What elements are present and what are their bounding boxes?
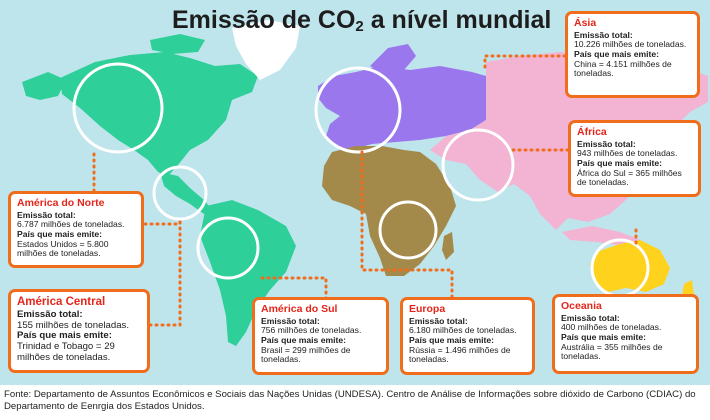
south-america-shape [200, 200, 296, 346]
north-america-info-box: América do Norte Emissão total: 6.787 mi… [8, 191, 144, 268]
south-america-focus-circle [196, 216, 260, 280]
arctic-islands-shape [150, 34, 205, 54]
region-name: América do Sul [261, 303, 338, 315]
top-emitter-value: Trinidad e Tobago = 29 milhões de tonela… [17, 341, 115, 363]
top-emitter-label: País que mais emite: [17, 229, 103, 239]
total-emission-label: Emissão total: [577, 138, 636, 149]
africa-info-box: África Emissão total: 943 milhões de ton… [568, 120, 701, 197]
australia-shape [590, 240, 670, 292]
madagascar-shape [442, 232, 454, 260]
uk-shape [336, 86, 348, 108]
total-emission-label: Emissão total: [17, 308, 83, 320]
top-emitter-value: África do Sul = 365 milhões de toneladas… [577, 167, 682, 188]
total-emission-value: 6.787 milhões de toneladas. [17, 219, 125, 230]
scandinavia-shape [370, 44, 416, 74]
south-america-info-box: América do Sul Emissão total: 756 milhõe… [252, 297, 389, 375]
central-america-focus-circle [152, 165, 208, 221]
europe-shape [318, 66, 486, 150]
top-emitter-label: País que mais emite: [574, 49, 660, 59]
europe-info-box: Europa Emissão total: 6.180 milhões de t… [400, 297, 535, 375]
asia-leader-line [483, 54, 567, 74]
north-america-leader-line-2 [143, 218, 182, 226]
total-emission-label: Emissão total: [17, 209, 76, 220]
total-emission-value: 943 milhões de toneladas. [577, 148, 678, 159]
top-emitter-value: Rússia = 1.496 milhões de toneladas. [409, 344, 511, 365]
total-emission-value: 155 milhões de toneladas. [17, 319, 130, 331]
top-emitter-label: País que mais emite: [409, 335, 495, 345]
title-rest: a nível mundial [363, 6, 552, 34]
top-emitter-value: Estados Unidos = 5.800 milhões de tonela… [17, 238, 109, 259]
region-name: América Central [17, 296, 106, 308]
total-emission-value: 6.180 milhões de toneladas. [409, 325, 517, 336]
title-main: Emissão de CO [172, 6, 356, 34]
top-emitter-label: País que mais emite: [261, 335, 347, 345]
total-emission-value: 756 milhões de toneladas. [261, 325, 362, 336]
map-title: Emissão de CO2 a nível mundial [172, 6, 551, 35]
central-america-leader-line [148, 218, 182, 327]
top-emitter-label: País que mais emite: [577, 158, 663, 168]
title-subscript: 2 [355, 18, 364, 35]
total-emission-label: Emissão total: [561, 312, 620, 323]
total-emission-label: Emissão total: [261, 315, 320, 326]
region-name: Ásia [574, 17, 597, 29]
top-emitter-label: País que mais emite: [561, 332, 647, 342]
region-name: América do Norte [17, 197, 105, 209]
top-emitter-value: Brasil = 299 milhões de toneladas. [261, 344, 351, 365]
total-emission-label: Emissão total: [409, 315, 468, 326]
africa-focus-circle [378, 200, 438, 260]
region-name: Oceania [561, 300, 602, 312]
greenland-shape [232, 20, 300, 80]
asia-focus-circle [441, 128, 515, 202]
region-name: Europa [409, 303, 446, 315]
central-america-shape [160, 172, 212, 214]
asia-info-box: Ásia Emissão total: 10.226 milhões de to… [565, 11, 700, 98]
oceania-info-box: Oceania Emissão total: 400 milhões de to… [552, 294, 699, 374]
total-emission-value: 10.226 milhões de toneladas. [574, 39, 687, 50]
europe-leader-line [360, 150, 454, 299]
top-emitter-label: País que mais emite: [17, 330, 112, 342]
south-america-leader-line [256, 276, 328, 301]
source-footnote: Fonte: Departamento de Assuntos Econômic… [4, 389, 696, 412]
north-america-focus-circle [72, 62, 164, 154]
region-name: África [577, 126, 607, 138]
central-america-info-box: América Central Emissão total: 155 milhõ… [8, 289, 150, 373]
total-emission-value: 400 milhões de toneladas. [561, 322, 662, 333]
europe-focus-circle [314, 66, 402, 154]
alaska-shape [22, 72, 66, 100]
north-america-shape [60, 52, 258, 176]
top-emitter-value: Austrália = 355 milhões de toneladas. [561, 341, 663, 362]
total-emission-label: Emissão total: [574, 29, 633, 40]
top-emitter-value: China = 4.151 milhões de toneladas. [574, 58, 672, 79]
